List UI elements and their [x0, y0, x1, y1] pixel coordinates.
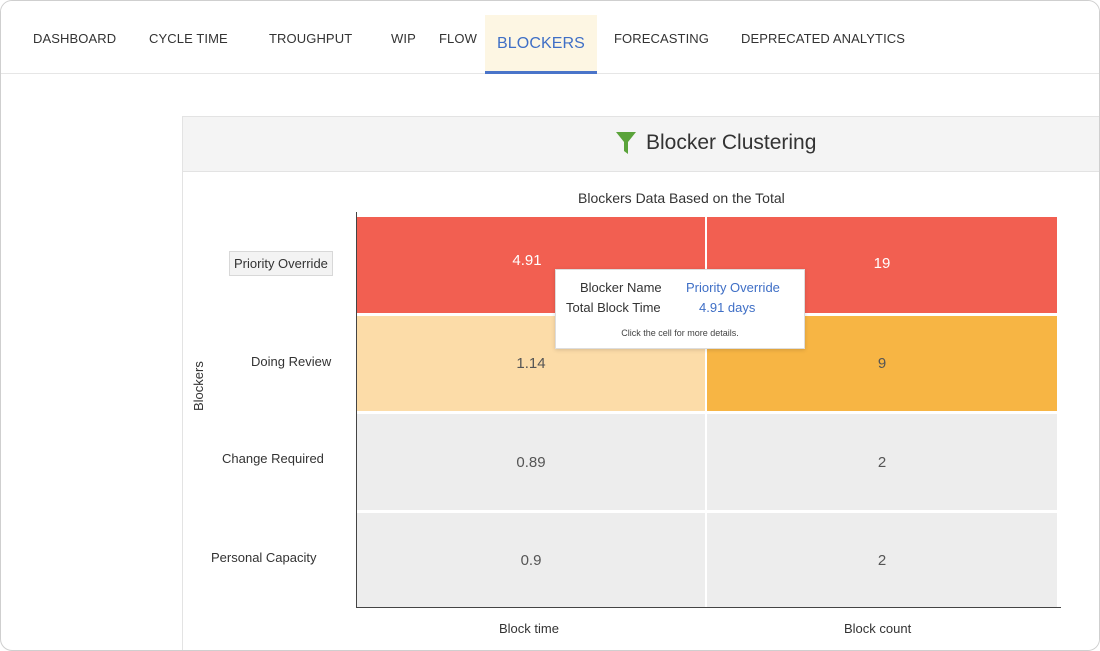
- tooltip-name-key: Blocker Name: [580, 280, 662, 295]
- panel-title: Blocker Clustering: [616, 131, 816, 155]
- tab-flow[interactable]: FLOW: [439, 31, 477, 46]
- heatmap-cell-value: 9: [877, 355, 887, 372]
- heatmap-cell-value: 0.9: [520, 551, 542, 569]
- tooltip: Blocker Name Priority Override Total Blo…: [555, 269, 805, 349]
- row-label-change-required[interactable]: Change Required: [222, 451, 324, 466]
- x-axis-line: [356, 607, 1061, 608]
- tooltip-time-key: Total Block Time: [566, 300, 661, 315]
- heatmap-cell[interactable]: 0.89: [357, 414, 705, 510]
- tab-throughput[interactable]: TROUGHPUT: [269, 31, 353, 46]
- heatmap-cell-value: 2: [877, 551, 887, 569]
- row-label-personal-capacity[interactable]: Personal Capacity: [211, 550, 317, 565]
- tab-wip[interactable]: WIP: [391, 31, 416, 46]
- heatmap-cell-value: 1.14: [516, 355, 546, 372]
- heatmap-cell[interactable]: 2: [707, 513, 1057, 607]
- heatmap-cell-value: 19: [873, 255, 891, 272]
- chart-title-text: Blockers Data Based on the Total: [578, 190, 785, 206]
- panel-header: Blocker Clustering: [183, 117, 1099, 172]
- heatmap-cell-value: 0.89: [516, 453, 546, 471]
- panel-title-text: Blocker Clustering: [646, 131, 817, 154]
- col-label-block-time: Block time: [499, 621, 559, 636]
- tooltip-hint: Click the cell for more details.: [621, 328, 739, 338]
- tab-forecasting[interactable]: FORECASTING: [614, 31, 709, 46]
- heatmap-cell[interactable]: 2: [707, 414, 1057, 510]
- heatmap-cell[interactable]: 0.9: [357, 513, 705, 607]
- tooltip-time-value: 4.91 days: [699, 300, 756, 315]
- y-axis-line: [356, 212, 357, 608]
- tooltip-name-value: Priority Override: [686, 280, 780, 295]
- top-nav: DASHBOARD CYCLE TIME TROUGHPUT WIP FLOW …: [1, 1, 1099, 74]
- tab-cycle-time[interactable]: CYCLE TIME: [149, 31, 228, 46]
- tab-blockers-label: BLOCKERS: [497, 35, 585, 52]
- heatmap-cell-value: 4.91: [512, 252, 542, 269]
- heatmap-cell-value: 2: [877, 453, 887, 471]
- y-axis-title: Blockers: [191, 361, 206, 411]
- filter-icon: [616, 132, 636, 154]
- row-label-priority-override[interactable]: Priority Override: [229, 251, 333, 276]
- tab-deprecated-analytics[interactable]: DEPRECATED ANALYTICS: [741, 31, 906, 46]
- tab-blockers[interactable]: BLOCKERS: [485, 15, 597, 74]
- row-label-doing-review[interactable]: Doing Review: [251, 354, 332, 369]
- col-label-block-count: Block count: [844, 621, 912, 636]
- tab-dashboard[interactable]: DASHBOARD: [33, 31, 117, 46]
